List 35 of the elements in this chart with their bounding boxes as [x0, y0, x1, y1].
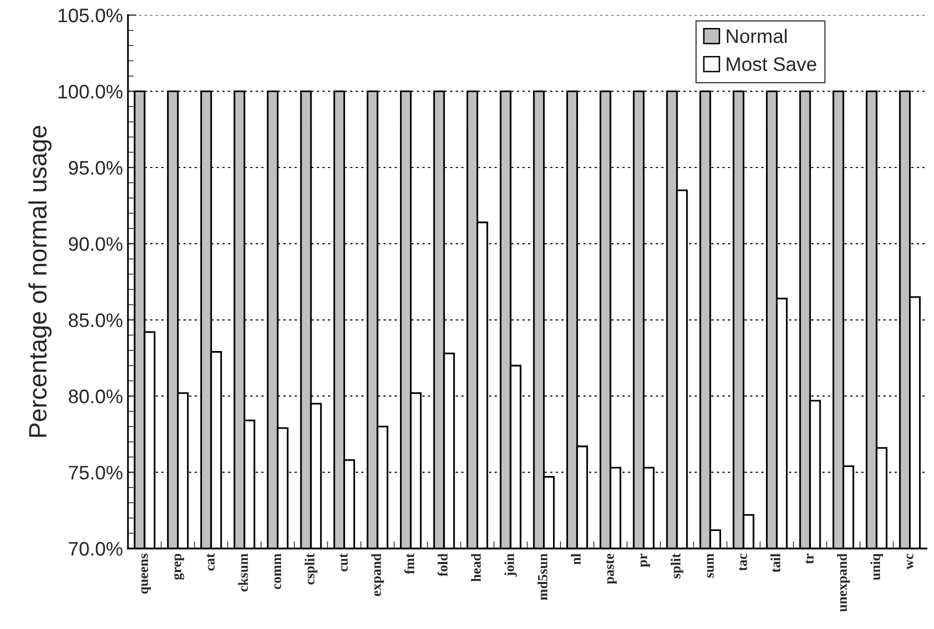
y-tick-label: 70.0%: [68, 542, 122, 556]
y-tick-label: 95.0%: [68, 160, 122, 175]
legend-label: Most Save: [726, 57, 816, 72]
x-tick-label: queens: [141, 554, 151, 594]
x-tick-label: fold: [438, 554, 448, 576]
x-tick-label: md5sun: [538, 554, 548, 600]
y-tick-label: 100.0%: [58, 84, 122, 99]
y-tick-label: 90.0%: [68, 237, 122, 251]
x-tick-label: comm: [274, 554, 282, 590]
x-tick-label: cut: [340, 553, 348, 572]
x-tick-label: expand: [371, 554, 384, 596]
x-tick-label: split: [670, 553, 684, 578]
x-tick-label: uniq: [870, 553, 883, 580]
y-axis-title: Percentage of normal usage: [28, 126, 52, 437]
x-tick-label: nl: [570, 554, 580, 565]
x-tick-label: pr: [640, 554, 650, 568]
x-tick-label: cat: [206, 553, 215, 571]
x-tick-label: join: [504, 554, 517, 577]
x-tick-label: tac: [739, 554, 747, 571]
x-tick-label: grep: [174, 554, 184, 580]
y-tick-label: 75.0%: [68, 466, 122, 480]
legend-label: Normal: [726, 28, 787, 44]
x-tick-label: tr: [806, 554, 814, 564]
x-tick-label: fmt: [404, 553, 414, 574]
x-tick-label: tail: [770, 554, 780, 572]
y-tick-label: 105.0%: [58, 8, 122, 22]
x-tick-label: head: [471, 554, 481, 582]
x-tick-label: cksum: [238, 554, 248, 592]
y-tick-label: 80.0%: [68, 390, 122, 404]
x-tick-label: wc: [906, 554, 914, 570]
x-tick-label: csplit: [304, 553, 318, 585]
x-tick-label: unexpand: [837, 554, 850, 612]
y-tick-label: 85.0%: [68, 313, 122, 328]
x-tick-label: paste: [606, 554, 617, 584]
x-tick-label: sum: [707, 554, 714, 578]
